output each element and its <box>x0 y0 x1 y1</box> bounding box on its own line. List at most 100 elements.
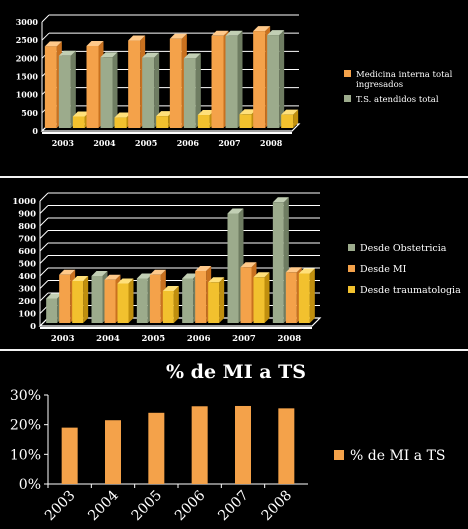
chart-2-ytick-7: 700 <box>18 235 36 245</box>
chart-1-bar-side-1-3 <box>195 53 201 129</box>
chart-1-bar-1-5 <box>267 35 280 128</box>
chart-1-bar-0-3 <box>169 38 182 128</box>
chart-2-bar-top-1-0 <box>59 269 76 275</box>
chart-3-bar-0 <box>61 427 78 484</box>
chart-1-bar-top-1-1 <box>100 52 118 58</box>
chart-2-bar-side-2-1 <box>128 278 134 323</box>
chart-2-ytick-0: 0 <box>30 322 36 332</box>
chart-2: 0 100 200 300 400 500 600 700 800 900 1000 2003 2004… <box>12 192 461 344</box>
chart-1-bar-1-1 <box>100 57 113 128</box>
chart-2-ytick-9: 900 <box>18 210 36 220</box>
chart-1-bar-2-3 <box>197 115 210 128</box>
chart-1-xtick-3: 2006 <box>177 138 200 148</box>
chart-1-ytick-3: 1500 <box>16 72 39 82</box>
chart-1-grid-diag-5 <box>41 32 50 41</box>
chart-2-bar-0-1 <box>91 276 103 323</box>
chart-3-bar-1 <box>105 420 121 484</box>
chart-2-ytick-5: 500 <box>18 260 36 270</box>
chart-2-legend-label-2: Desde traumatologia <box>360 285 461 296</box>
chart-1-bar-0-5 <box>253 31 266 128</box>
chart-2-ytick-8: 800 <box>18 222 36 232</box>
chart-3-xtick-2: 2005 <box>129 488 166 525</box>
chart-3-legend-label-0: % de MI a TS <box>350 448 446 464</box>
chart-3-legend-swatch-0 <box>334 450 344 460</box>
chart-2-bar-0-3 <box>182 278 194 323</box>
chart-2-grid-diag-7 <box>39 230 49 239</box>
chart-2-ytick-4: 400 <box>18 272 36 282</box>
chart-2-bar-top-0-2 <box>136 273 153 279</box>
chart-1-xtick-4: 2007 <box>218 138 240 148</box>
chart-1-bar-0-4 <box>211 35 224 128</box>
chart-1-bar-top-2-3 <box>197 110 215 116</box>
chart-1-bar-0-2 <box>128 40 141 128</box>
chart-3-bar-4 <box>235 405 251 484</box>
chart-2-bar-2-5 <box>298 273 310 323</box>
chart-2-xtick-2: 2005 <box>141 334 165 344</box>
chart-2-bar-0-4 <box>227 213 239 323</box>
chart-2-ytick-2: 200 <box>18 297 36 307</box>
chart-2-bar-side-2-5 <box>309 268 315 323</box>
chart-2-ytick-6: 600 <box>18 247 36 257</box>
chart-1-bar-top-2-0 <box>72 111 90 117</box>
chart-1-bar-side-2-5 <box>293 109 299 128</box>
chart-3-xtick-1: 2004 <box>85 487 122 524</box>
chart-3-ytick-2: 20% <box>10 418 41 434</box>
chart-2-grid-diag-2 <box>39 292 49 302</box>
chart-2-xtick-5: 2008 <box>277 334 301 344</box>
chart-2-grid-diag-9 <box>39 205 49 214</box>
chart-2-bar-top-2-3 <box>208 277 225 283</box>
chart-1-ytick-0: 0 <box>32 126 38 136</box>
chart-2-legend-label-0: Desde Obstetricia <box>360 243 447 254</box>
chart-2-bar-0-2 <box>136 278 148 323</box>
chart-2-grid-diag-10 <box>39 192 49 202</box>
chart-2-bar-2-1 <box>117 283 129 323</box>
chart-2-bar-1-3 <box>195 271 207 323</box>
chart-3-xtick-0: 2003 <box>42 488 79 525</box>
chart-1-ytick-2: 1000 <box>16 90 39 100</box>
chart-2-bar-side-2-2 <box>173 286 179 323</box>
chart-2-bar-top-0-1 <box>91 271 108 276</box>
chart-1-bar-2-5 <box>281 114 294 128</box>
chart-2-grid-diag-8 <box>39 217 49 227</box>
chart-2-bar-top-0-3 <box>182 273 199 279</box>
chart-2-grid-diag-6 <box>39 242 49 252</box>
chart-2-bar-top-2-1 <box>117 278 134 284</box>
chart-1-panel: 0 500 1000 1500 2000 2500 3000 2003 2004 2005 2006… <box>0 0 468 175</box>
chart-1-xtick-0: 2003 <box>52 138 75 148</box>
chart-2-bar-top-1-5 <box>285 267 302 273</box>
chart-1-bar-top-0-4 <box>211 30 229 36</box>
chart-1-legend-swatch-1 <box>344 95 351 102</box>
chart-2-xtick-3: 2006 <box>187 334 211 344</box>
chart-2-bar-top-2-2 <box>162 286 179 291</box>
chart-2-legend-swatch-0 <box>348 244 355 251</box>
chart-3: % de MI a TS0%10%20%30%2003 2004 2005 2006 2… <box>10 361 446 525</box>
chart-2-ytick-1: 100 <box>18 310 36 320</box>
chart-2-bar-2-2 <box>162 291 174 323</box>
chart-1-legend-label-1: T.S. atendidos total <box>356 95 439 105</box>
chart-3-bar-2 <box>148 412 165 484</box>
chart-3-xtick-5: 2008 <box>259 488 296 525</box>
chart-1-bar-top-1-5 <box>267 30 285 36</box>
chart-2-legend-label-1: Desde MI <box>360 264 407 275</box>
chart-2-bar-top-1-3 <box>195 266 212 271</box>
chart-1-bar-1-2 <box>142 57 155 128</box>
chart-2-ytick-10: 1000 <box>12 197 36 207</box>
chart-2-bar-top-1-4 <box>240 262 257 268</box>
chart-3-ytick-1: 10% <box>10 447 41 463</box>
chart-1-bar-top-0-2 <box>128 35 146 41</box>
chart-1-bar-2-4 <box>239 114 252 128</box>
chart-3-xtick-4: 2007 <box>215 488 252 525</box>
chart-1-ytick-5: 2500 <box>16 35 39 45</box>
chart-1-bar-side-1-5 <box>279 30 285 128</box>
chart-2-panel: 0 100 200 300 400 500 600 700 800 900 1000 2003 2004… <box>0 180 468 348</box>
chart-3-ytick-0: 0% <box>19 477 41 493</box>
chart-2-bar-1-0 <box>59 274 71 323</box>
chart-2-bar-side-2-0 <box>83 276 89 323</box>
chart-2-grid-diag-4 <box>39 267 49 277</box>
chart-1-xtick-1: 2004 <box>93 138 116 148</box>
chart-2-ytick-3: 300 <box>18 285 36 295</box>
chart-1-bar-1-4 <box>225 35 238 128</box>
chart-2-bar-side-2-4 <box>264 272 270 323</box>
chart-2-bar-2-4 <box>253 277 265 323</box>
chart-1-bar-2-2 <box>156 116 169 128</box>
